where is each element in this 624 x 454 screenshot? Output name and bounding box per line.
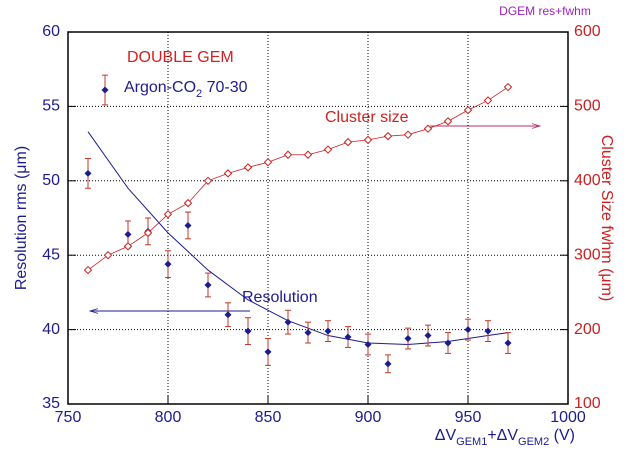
point bbox=[244, 327, 252, 335]
point bbox=[423, 124, 433, 133]
point bbox=[123, 242, 133, 251]
point bbox=[324, 327, 332, 335]
x-tick-label: 1000 bbox=[550, 409, 586, 426]
y-tick-label: 50 bbox=[42, 172, 60, 189]
y-tick-label: 45 bbox=[42, 246, 60, 263]
point bbox=[323, 145, 333, 154]
y2-tick-label: 300 bbox=[574, 246, 601, 263]
point bbox=[224, 311, 232, 319]
point bbox=[83, 265, 93, 275]
y2-tick-label: 200 bbox=[574, 321, 601, 338]
point bbox=[363, 135, 373, 145]
y2-tick-label: 400 bbox=[574, 172, 601, 189]
y-tick-label: 40 bbox=[42, 321, 60, 338]
point bbox=[343, 137, 353, 147]
point bbox=[384, 360, 392, 368]
point bbox=[204, 281, 212, 289]
point bbox=[263, 157, 273, 167]
point bbox=[404, 335, 412, 343]
point bbox=[383, 131, 393, 141]
point bbox=[264, 348, 272, 356]
y2-tick-label: 500 bbox=[574, 98, 601, 115]
point bbox=[403, 130, 413, 139]
point bbox=[184, 221, 192, 229]
point bbox=[283, 150, 293, 159]
y-tick-label: 55 bbox=[42, 98, 60, 115]
x-tick-label: 900 bbox=[355, 409, 382, 426]
y2-tick-label: 600 bbox=[574, 23, 601, 40]
point bbox=[364, 340, 372, 348]
x-tick-label: 950 bbox=[455, 409, 482, 426]
y-tick-label: 35 bbox=[42, 395, 60, 412]
point bbox=[163, 210, 173, 219]
x-axis-label: ΔVGEM1+ΔVGEM2 (V) bbox=[435, 427, 575, 448]
point bbox=[103, 250, 113, 260]
point bbox=[101, 86, 109, 94]
point bbox=[223, 169, 233, 178]
point bbox=[424, 332, 432, 340]
point bbox=[243, 163, 253, 172]
y-tick-label: 60 bbox=[42, 23, 60, 40]
point bbox=[164, 260, 172, 268]
point bbox=[444, 339, 452, 347]
x-tick-label: 850 bbox=[255, 409, 282, 426]
point bbox=[504, 339, 512, 347]
y2-axis-label: Cluster Size fwhm (μm) bbox=[598, 135, 615, 302]
annotation: Cluster size bbox=[325, 109, 409, 126]
point bbox=[183, 198, 193, 208]
point bbox=[344, 333, 352, 341]
annotation: Resolution bbox=[242, 289, 318, 306]
point bbox=[503, 82, 513, 92]
point bbox=[203, 176, 213, 186]
point bbox=[443, 117, 453, 126]
point bbox=[143, 228, 153, 238]
y2-tick-label: 100 bbox=[574, 395, 601, 412]
legend-label: Argon-CO2 70-30 bbox=[124, 79, 248, 100]
x-tick-label: 750 bbox=[55, 409, 82, 426]
point bbox=[284, 318, 292, 326]
point bbox=[464, 326, 472, 334]
fit-line bbox=[87, 131, 509, 345]
cluster-line bbox=[87, 86, 509, 271]
point bbox=[304, 329, 312, 337]
plot-frame bbox=[67, 31, 569, 405]
annotation: DOUBLE GEM bbox=[127, 49, 234, 66]
point bbox=[303, 150, 313, 159]
point bbox=[463, 105, 473, 115]
point bbox=[483, 96, 493, 105]
point bbox=[84, 169, 92, 177]
point bbox=[484, 327, 492, 335]
point bbox=[124, 230, 132, 238]
y-axis-label: Resolution rms (μm) bbox=[13, 146, 30, 290]
chart-title: DGEM res+fwhm bbox=[499, 4, 591, 18]
x-tick-label: 800 bbox=[155, 409, 182, 426]
